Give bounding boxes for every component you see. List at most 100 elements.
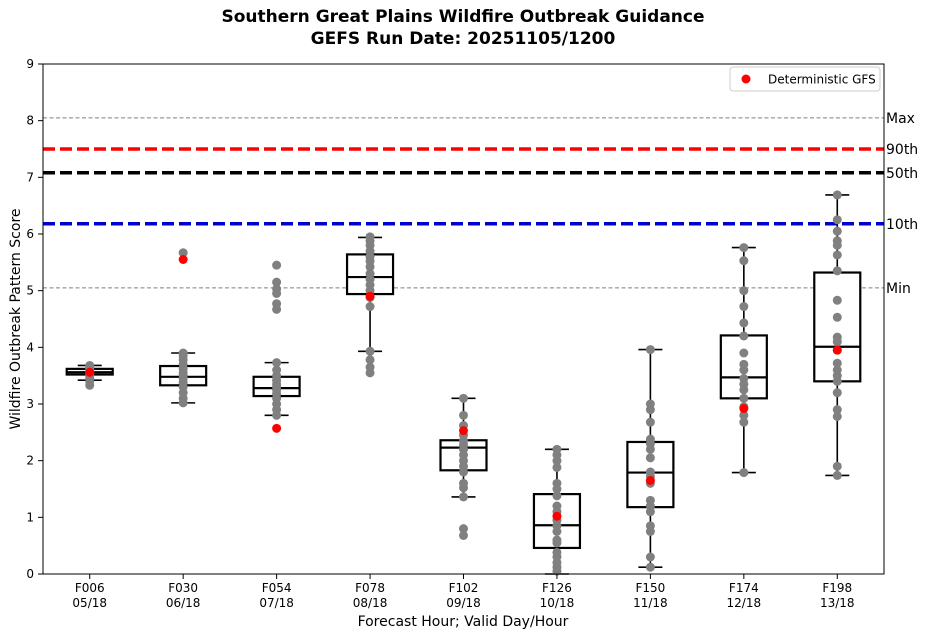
y-tick-label: 3 <box>26 397 34 411</box>
member-point <box>272 277 282 287</box>
y-tick-label: 2 <box>26 454 34 468</box>
gfs-point <box>85 367 95 377</box>
member-point <box>272 289 282 298</box>
member-point <box>365 368 375 378</box>
x-tick-hour: F030 <box>168 581 198 595</box>
gfs-point <box>552 511 562 521</box>
gfs-point <box>459 426 468 436</box>
member-point <box>272 260 282 270</box>
member-point <box>459 393 468 403</box>
member-point <box>832 250 842 260</box>
member-point <box>832 461 842 471</box>
member-point <box>832 405 842 415</box>
member-point <box>739 410 749 420</box>
member-point <box>552 527 562 536</box>
member-point <box>552 538 562 548</box>
reference-label-min: Min <box>886 281 911 297</box>
member-point <box>739 256 749 266</box>
x-tick-hour: F078 <box>355 581 385 595</box>
member-point <box>832 215 842 225</box>
y-tick-label: 6 <box>26 227 34 241</box>
member-point <box>459 524 468 534</box>
member-point <box>739 243 749 253</box>
member-point <box>365 262 375 272</box>
member-point <box>552 491 562 501</box>
member-point <box>85 360 95 370</box>
y-tick-label: 4 <box>26 340 34 354</box>
legend-box <box>729 66 881 92</box>
legend-label: Deterministic GFS <box>768 73 876 87</box>
x-tick-hour: F126 <box>542 581 572 595</box>
member-point <box>832 190 842 200</box>
gfs-point <box>272 423 282 433</box>
member-point <box>832 240 842 250</box>
gfs-point <box>365 291 375 301</box>
member-point <box>459 410 468 420</box>
member-point <box>739 365 749 375</box>
member-point <box>645 453 655 463</box>
member-point <box>552 484 562 494</box>
member-point <box>552 566 562 576</box>
reference-label-90th: 90th <box>886 142 918 158</box>
member-point <box>645 507 655 517</box>
legend: Deterministic GFS <box>729 66 881 92</box>
y-axis: 0 1 2 3 4 5 6 7 8 9 <box>26 57 43 581</box>
y-axis-label: Wildfire Outbreak Pattern Score <box>8 208 24 429</box>
reference-label-50th: 50th <box>886 166 918 182</box>
x-tick-hour: F198 <box>822 581 852 595</box>
member-point <box>832 226 842 236</box>
x-tick-valid: 09/18 <box>446 596 481 610</box>
member-point <box>832 388 842 398</box>
member-point <box>739 331 749 341</box>
member-point <box>739 385 749 395</box>
y-tick-label: 8 <box>26 114 34 128</box>
gfs-point <box>645 476 655 485</box>
gfs-point <box>178 255 188 264</box>
member-point <box>832 376 842 386</box>
x-tick-hour: F102 <box>449 581 479 595</box>
x-tick-valid: 12/18 <box>727 596 762 610</box>
x-tick-valid: 13/18 <box>820 596 855 610</box>
chart-title: Southern Great Plains Wildfire Outbreak … <box>222 7 705 27</box>
member-point <box>178 348 188 358</box>
x-tick-valid: 05/18 <box>72 596 107 610</box>
member-point <box>832 337 842 347</box>
x-tick-valid: 06/18 <box>166 596 201 610</box>
member-point <box>459 492 468 502</box>
member-point <box>739 417 749 427</box>
reference-label-max: Max <box>886 111 915 127</box>
member-point <box>739 302 749 312</box>
member-point <box>459 467 468 477</box>
x-tick-hour: F150 <box>635 581 665 595</box>
member-point <box>365 302 375 312</box>
member-point <box>645 417 655 427</box>
member-point <box>832 470 842 480</box>
deterministic-gfs-points <box>85 255 842 521</box>
reference-lines: Max 90th 50th 10th Min <box>43 111 918 297</box>
x-tick-hour: F054 <box>262 581 292 595</box>
member-point <box>739 393 749 403</box>
member-point <box>645 562 655 572</box>
y-tick-label: 7 <box>26 170 34 184</box>
y-tick-label: 0 <box>26 567 34 581</box>
x-tick-valid: 08/18 <box>353 596 388 610</box>
plot-frame <box>42 63 885 575</box>
member-point <box>365 355 375 365</box>
reference-label-10th: 10th <box>886 217 918 233</box>
member-point <box>178 248 188 258</box>
member-point <box>739 318 749 328</box>
member-point <box>552 462 562 472</box>
y-tick-label: 9 <box>26 57 34 71</box>
gfs-point <box>832 345 842 355</box>
member-point <box>645 405 655 415</box>
member-point <box>272 304 282 314</box>
member-point <box>552 456 562 466</box>
member-point <box>272 358 282 368</box>
member-point <box>739 468 749 478</box>
x-tick-hour: F006 <box>75 581 105 595</box>
x-tick-valid: 07/18 <box>259 596 294 610</box>
legend-marker <box>741 74 751 84</box>
member-point <box>739 348 749 358</box>
